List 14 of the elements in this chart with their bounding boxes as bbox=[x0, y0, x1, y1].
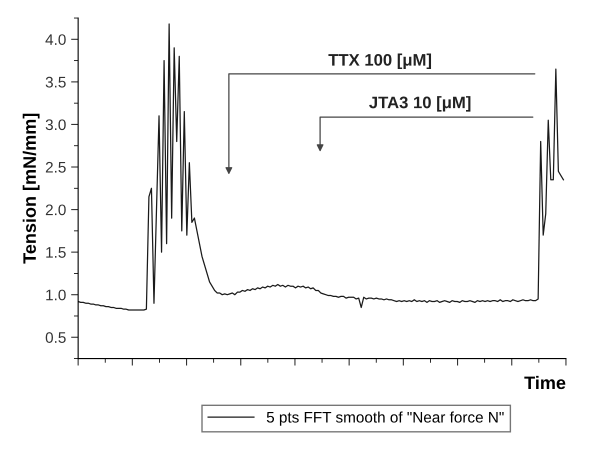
x-axis-title: Time bbox=[524, 376, 566, 390]
y-tick-label: 1.5 bbox=[46, 247, 66, 258]
annotation: JTA3 10 [μM] bbox=[369, 96, 470, 112]
y-tick-label: 0.5 bbox=[46, 332, 66, 343]
line-series bbox=[78, 23, 564, 311]
y-tick-label: 3.5 bbox=[46, 76, 66, 88]
legend-label: 5 pts FFT smooth of "Near force N" bbox=[266, 411, 504, 426]
y-tick-label: 1.0 bbox=[46, 290, 66, 300]
y-tick-label: 2.5 bbox=[46, 162, 66, 173]
y-tick-label: 4.0 bbox=[45, 34, 66, 46]
y-axis-title: Tension [mN/mm] bbox=[22, 114, 40, 264]
y-tick-label: 3.0 bbox=[46, 119, 66, 130]
y-tick-label: 2.0 bbox=[46, 204, 66, 216]
annotation: TTX 100 [μM] bbox=[328, 54, 432, 70]
